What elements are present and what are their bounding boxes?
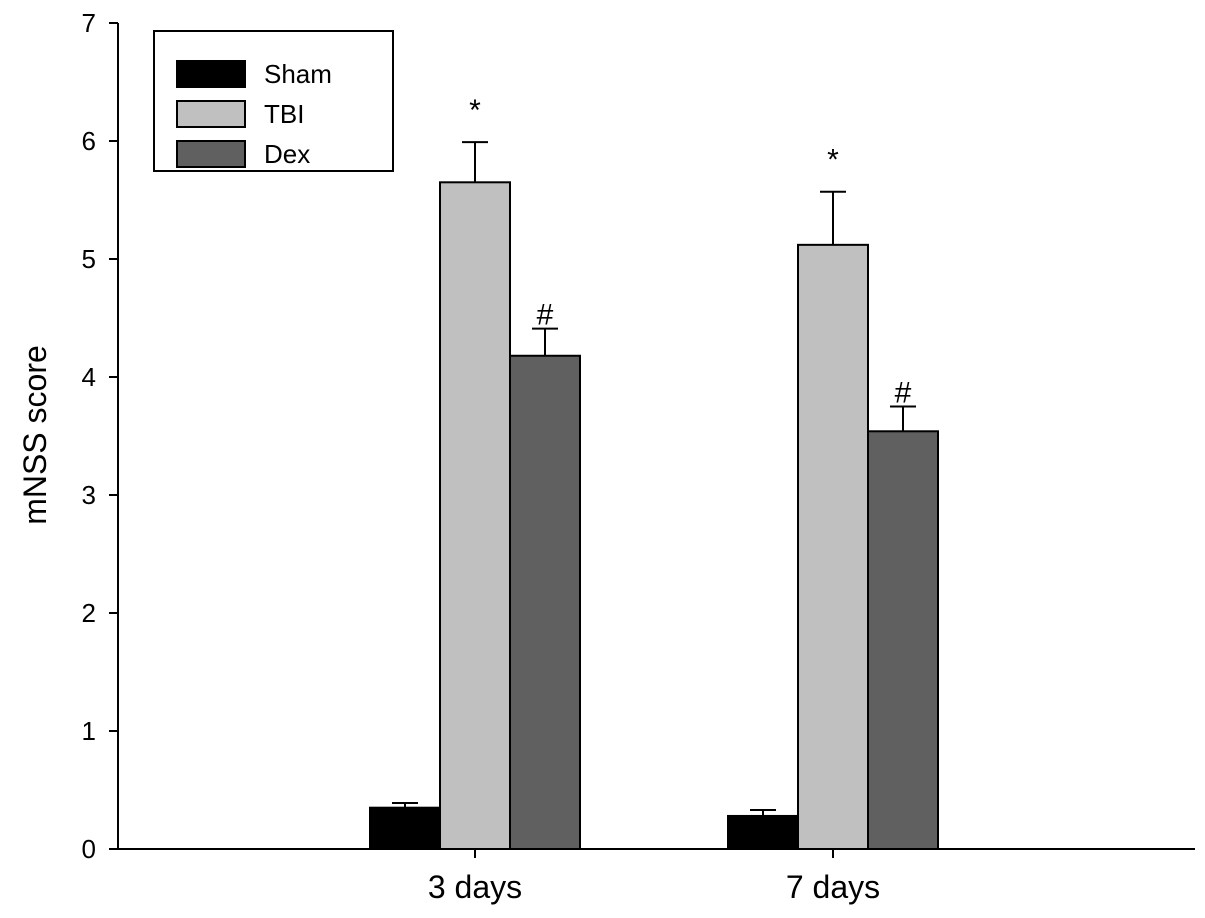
x-tick-label: 3 days <box>428 869 522 905</box>
y-tick-label: 6 <box>82 126 96 156</box>
bar-sham <box>369 806 441 851</box>
y-tick-label: 5 <box>82 244 96 274</box>
plot-area: 0 1 2 3 4 5 6 7 3 days * #7 days * # Sham TBI Dex <box>82 8 1195 905</box>
bar-dex <box>867 430 939 850</box>
legend-swatch-sham <box>176 60 246 88</box>
significance-marker: * <box>469 94 481 127</box>
y-tick-label: 2 <box>82 598 96 628</box>
bar-dex <box>509 354 581 850</box>
legend-swatch-dex <box>176 140 246 168</box>
y-tick-label: 3 <box>82 480 96 510</box>
y-tick-label: 7 <box>82 8 96 38</box>
bar-tbi <box>797 243 869 850</box>
significance-marker: * <box>827 144 839 177</box>
significance-marker: # <box>537 299 554 332</box>
legend-swatch-tbi <box>176 100 246 128</box>
legend-label-sham: Sham <box>264 59 332 89</box>
legend-label-tbi: TBI <box>264 99 304 129</box>
significance-marker: # <box>895 377 912 410</box>
y-tick-label: 1 <box>82 716 96 746</box>
y-axis-title: mNSS score <box>17 345 53 525</box>
bar-sham <box>727 814 799 851</box>
bar-tbi <box>439 181 511 851</box>
y-tick-label: 4 <box>82 362 96 392</box>
y-tick-label: 0 <box>82 834 96 864</box>
x-tick-label: 7 days <box>786 869 880 905</box>
legend-label-dex: Dex <box>264 139 310 169</box>
